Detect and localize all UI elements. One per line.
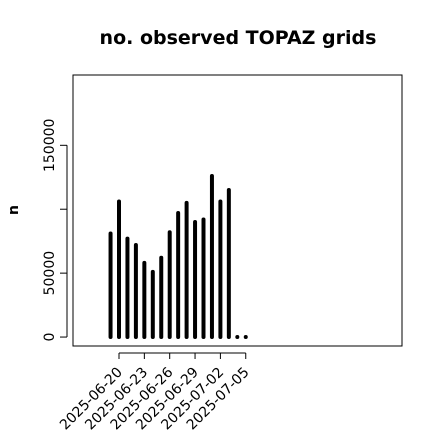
bar (243, 335, 248, 340)
y-axis: 0 50000 150000 (42, 119, 68, 342)
y-tick-label: 0 (42, 333, 58, 342)
plot-frame (72, 74, 403, 347)
y-tick-label: 150000 (42, 119, 58, 172)
bars (108, 173, 248, 340)
y-tick-label: 50000 (42, 251, 58, 296)
x-axis: 2025-06-202025-06-232025-06-262025-06-29… (57, 352, 253, 433)
bar (235, 335, 240, 340)
y-axis-label: n (6, 205, 22, 215)
chart-title: no. observed TOPAZ grids (100, 27, 377, 49)
